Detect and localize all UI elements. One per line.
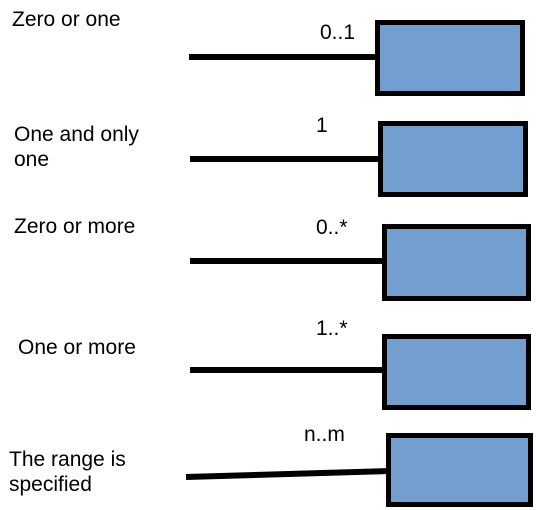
row-label-range-specified: The range is specified [9,448,126,496]
row-label-zero-or-one: Zero or one [12,8,121,31]
class-box-range-specified [386,433,533,507]
class-box-one-and-only-one [378,121,528,197]
multiplicity-one-or-more: 1..* [316,317,348,340]
multiplicity-zero-or-more: 0..* [316,216,348,239]
class-box-zero-or-one [375,20,525,96]
row-label-zero-or-more: Zero or more [14,215,136,238]
class-box-one-or-more [382,334,531,410]
association-line-zero-or-more [190,258,388,264]
row-label-one-and-only-one: One and only one [14,123,139,171]
association-line-zero-or-one [189,54,381,60]
association-line-range-specified [185,468,391,480]
class-box-zero-or-more [382,224,531,301]
association-line-one-and-only-one [190,156,384,162]
multiplicity-range-specified: n..m [304,423,345,446]
row-label-one-or-more: One or more [18,336,136,359]
multiplicity-one-and-only-one: 1 [316,114,328,137]
multiplicity-zero-or-one: 0..1 [320,21,356,44]
association-line-one-or-more [190,367,388,373]
